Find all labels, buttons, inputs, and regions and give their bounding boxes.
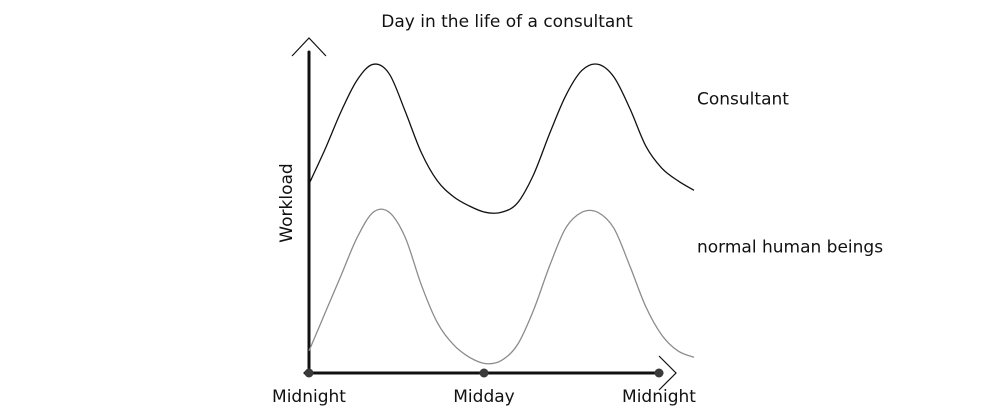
chart-title: Day in the life of a consultant xyxy=(381,12,633,32)
series-label-1: normal human beings xyxy=(697,237,883,257)
x-ticks: Midnight Midday Midnight xyxy=(272,368,696,407)
x-tick-dot-0 xyxy=(304,368,314,378)
x-tick-label-2: Midnight xyxy=(622,387,696,407)
x-tick-dot-1 xyxy=(479,368,489,378)
series-label-0: Consultant xyxy=(697,89,789,109)
x-tick-label-1: Midday xyxy=(453,387,514,407)
series-labels: Consultant normal human beings xyxy=(697,89,883,257)
y-axis xyxy=(291,37,327,376)
x-tick-label-0: Midnight xyxy=(272,387,346,407)
series-line-1 xyxy=(308,208,695,365)
x-axis xyxy=(303,355,677,391)
series-line-0 xyxy=(308,63,695,214)
series-layer xyxy=(308,63,695,365)
x-tick-dot-2 xyxy=(654,368,664,378)
y-axis-label: Workload xyxy=(277,163,297,242)
